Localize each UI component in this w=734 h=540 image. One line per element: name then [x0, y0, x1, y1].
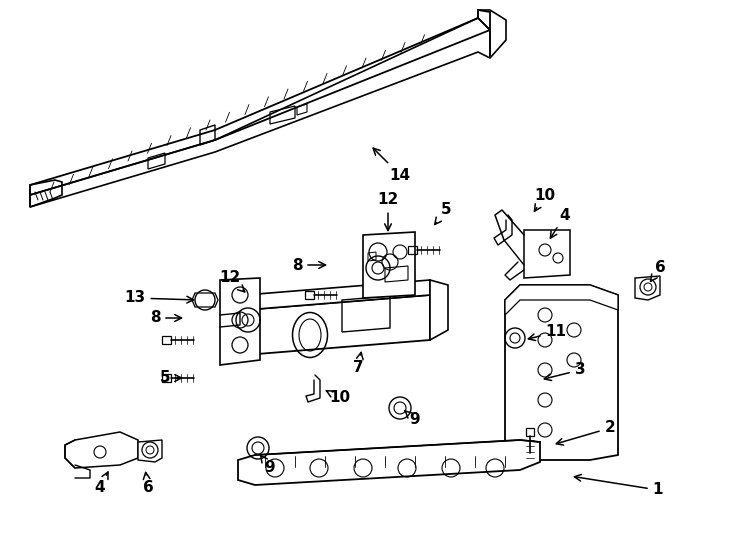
Text: 4: 4 — [550, 207, 570, 238]
Polygon shape — [505, 285, 618, 460]
Text: 5: 5 — [160, 370, 181, 386]
Text: 7: 7 — [353, 353, 363, 375]
Text: 2: 2 — [556, 421, 615, 445]
Text: 10: 10 — [534, 187, 556, 211]
Polygon shape — [505, 285, 618, 315]
Polygon shape — [245, 295, 430, 355]
Text: 9: 9 — [261, 455, 275, 476]
Text: 10: 10 — [326, 390, 351, 406]
Polygon shape — [245, 280, 430, 310]
Text: 4: 4 — [95, 472, 108, 496]
Polygon shape — [65, 432, 138, 468]
Text: 13: 13 — [125, 291, 194, 306]
Polygon shape — [635, 276, 660, 300]
Polygon shape — [238, 440, 540, 485]
Text: 8: 8 — [291, 258, 325, 273]
Polygon shape — [220, 278, 260, 365]
Text: 5: 5 — [435, 202, 451, 225]
Text: 8: 8 — [150, 310, 181, 326]
Text: 12: 12 — [377, 192, 399, 231]
Polygon shape — [138, 440, 162, 462]
Text: 1: 1 — [575, 475, 664, 497]
Polygon shape — [430, 280, 448, 340]
Text: 9: 9 — [404, 410, 421, 428]
Text: 6: 6 — [142, 472, 153, 496]
Polygon shape — [524, 230, 570, 278]
Text: 11: 11 — [528, 325, 567, 341]
Polygon shape — [363, 232, 415, 298]
Text: 14: 14 — [373, 148, 410, 183]
Text: 12: 12 — [219, 271, 244, 292]
Text: 6: 6 — [650, 260, 666, 281]
Text: 3: 3 — [545, 362, 585, 381]
